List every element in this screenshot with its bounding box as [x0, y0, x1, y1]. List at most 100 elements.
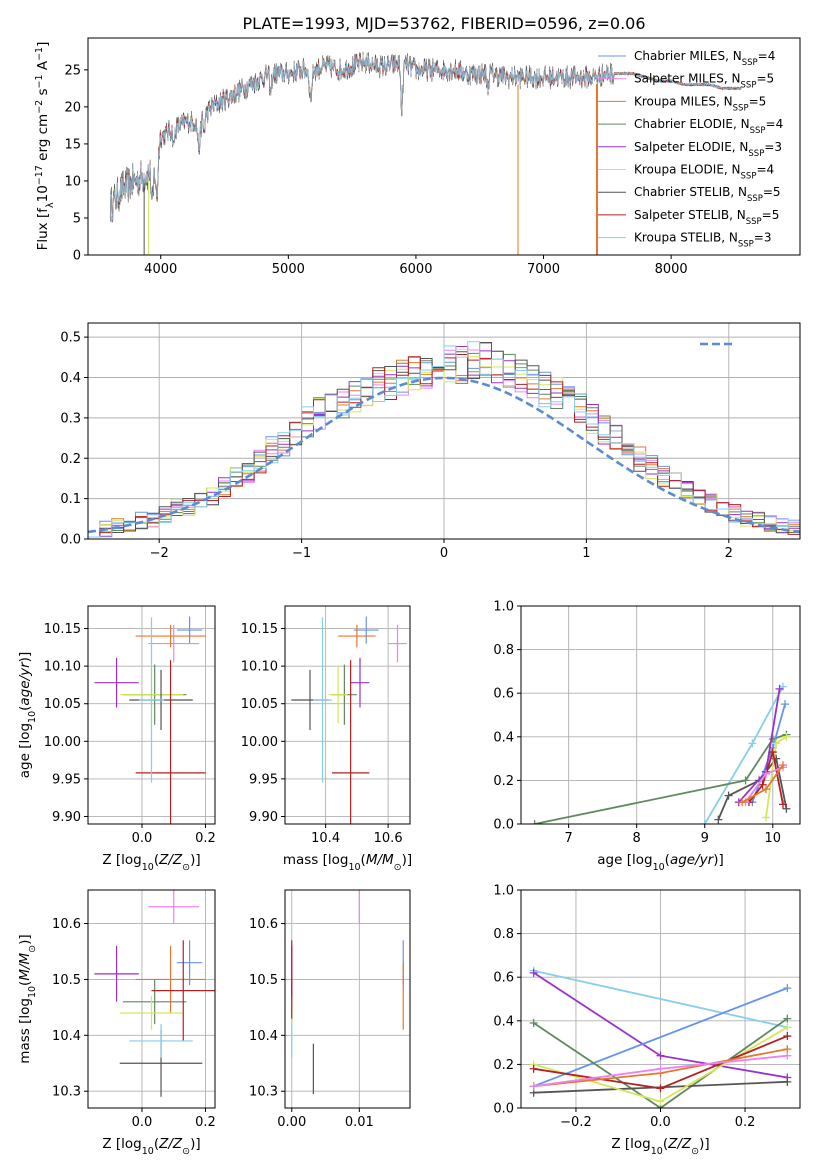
y-tick-label: 1.0 [493, 600, 514, 615]
errorbar-point [119, 996, 184, 1030]
age-vs-metallicity-panel: 0.0 0.2 9.90 9.95 10.00 10.05 10.10 10.15 Z [log… [17, 605, 216, 873]
residuals-ticks: −2 −1 0 1 2 0.0 0.1 0.2 0.3 0.4 0.5 [60, 331, 733, 561]
x-tick-label: 0 [440, 546, 448, 561]
residual-histogram [88, 341, 800, 539]
model-spectrum-line [109, 55, 742, 218]
y-tick-label: 9.90 [52, 810, 81, 825]
mass-weight-marker [778, 761, 787, 770]
mass-weight-marker [761, 813, 770, 822]
y-tick-label: 0.4 [493, 1014, 514, 1029]
mass-weight-marker [724, 791, 733, 800]
y-tick-label: 10.05 [241, 697, 278, 712]
errorbar-point [176, 940, 203, 986]
x-axis-label: Z [log10(Z/Z⊙)] [611, 1136, 709, 1157]
errorbar-point [338, 624, 376, 648]
legend-entry: Salpeter MILES, NSSP=5 [634, 72, 774, 91]
y-tick-label: 20 [64, 100, 81, 115]
mass-weight-marker [758, 780, 767, 789]
legend-entry: Salpeter STELIB, NSSP=5 [634, 208, 779, 227]
errorbar-point [151, 940, 215, 1041]
x-tick-label: 0.0 [132, 1115, 153, 1130]
mass-weight-marker [778, 800, 787, 809]
y-tick-label: 0.2 [60, 452, 81, 467]
x-tick-label: 0.01 [345, 1115, 374, 1130]
mass-weight-marker [781, 700, 790, 709]
figure-title: PLATE=1993, MJD=53762, FIBERID=0596, z=0… [242, 14, 645, 33]
y-tick-label: 0.8 [493, 643, 514, 658]
mass-weight-marker [783, 984, 792, 993]
y-tick-label: 0.0 [60, 533, 81, 548]
mass-weight-marker [656, 1064, 665, 1073]
mass-weight-marker [783, 1023, 792, 1032]
mass-vs-Z-frame [87, 889, 216, 1109]
errorbar-point [94, 945, 139, 1002]
mass-weight-marker [741, 776, 750, 785]
y-tick-label: 10.10 [241, 660, 278, 675]
mass-weight-marker [761, 769, 770, 778]
y-tick-label: 10 [64, 174, 81, 189]
mass-weight-marker [782, 804, 791, 813]
mass-weight-marker [700, 820, 709, 824]
mass-weight-line [533, 987, 788, 1088]
x-tick-label: 8 [633, 831, 641, 846]
legend-entry: Kroupa ELODIE, NSSP=4 [634, 163, 774, 182]
age-vs-mass-frame [284, 605, 411, 825]
x-tick-label: 4000 [144, 262, 177, 277]
errorbar-point [388, 624, 407, 663]
mass-vs-ebv-panel: 0.00 0.01 10.3 10.4 10.5 10.6 [249, 889, 411, 1130]
y-tick-label: 0.1 [60, 492, 81, 507]
y-tick-label: 10.6 [52, 917, 81, 932]
y-tick-label: 10.4 [52, 1029, 81, 1044]
age-vs-Z-ticks: 0.0 0.2 9.90 9.95 10.00 10.05 10.10 10.15 [44, 622, 216, 846]
x-tick-label: 0.0 [132, 831, 153, 846]
errorbar-point [135, 660, 206, 824]
legend-entry: Kroupa MILES, NSSP=5 [634, 94, 766, 113]
y-tick-label: 25 [64, 63, 81, 78]
errorbar-point [176, 616, 203, 644]
mass-weight-line [534, 733, 787, 824]
x-axis-label: Z [log10(Z/Z⊙)] [102, 852, 200, 873]
y-tick-label: 10.4 [249, 1029, 278, 1044]
x-tick-label: 10.4 [311, 831, 340, 846]
errorbar-point [313, 617, 332, 783]
y-tick-label: 10.5 [249, 973, 278, 988]
weight-vs-age-frame [520, 605, 801, 825]
gaussian-reference-curve [88, 376, 800, 534]
errorbar-point [94, 657, 139, 708]
y-tick-label: 0.4 [493, 730, 514, 745]
y-axis-label: Flux [fλ10−17 erg cm−2 s−1 A−1] [34, 42, 56, 251]
weight-vs-age-plot-area [521, 605, 800, 825]
errorbar-point [331, 660, 370, 824]
y-tick-label: 1.0 [493, 884, 514, 899]
x-tick-label: 0.2 [195, 1115, 216, 1130]
mass-vs-EBV-frame [284, 889, 411, 1109]
errorbar-point [148, 890, 200, 924]
mass-weight-marker [775, 684, 784, 693]
errorbar-point [129, 1024, 193, 1058]
y-tick-label: 10.5 [52, 973, 81, 988]
spectrum-ticks: 4000 5000 6000 7000 8000 0 5 10 15 20 25 [64, 63, 687, 277]
mass-weight-marker [782, 732, 791, 741]
y-tick-label: 9.95 [249, 772, 278, 787]
age-vs-mass-panel: 10.4 10.6 9.90 9.95 10.00 10.05 10.10 10.15 mass… [241, 605, 412, 873]
legend-entry: Salpeter ELODIE, NSSP=3 [634, 140, 782, 159]
age-vs-Z-frame [87, 605, 216, 825]
x-tick-label: 8000 [655, 262, 688, 277]
y-tick-label: 10.10 [44, 660, 81, 675]
residuals-panel: −2 −1 0 1 2 0.0 0.1 0.2 0.3 0.4 0.5 [60, 322, 801, 561]
weight-vs-Z-frame [520, 889, 801, 1109]
mass-vs-Z-ticks: 0.0 0.2 10.3 10.4 10.5 10.6 [52, 917, 216, 1130]
residuals-marks [88, 341, 800, 539]
legend-entry: Chabrier ELODIE, NSSP=4 [634, 117, 783, 136]
mass-weight-marker [768, 748, 777, 757]
mass-weight-marker [783, 1014, 792, 1023]
y-tick-label: 10.6 [249, 917, 278, 932]
x-tick-label: 5000 [272, 262, 305, 277]
y-tick-label: 10.15 [241, 622, 278, 637]
x-tick-label: 10 [765, 831, 782, 846]
y-tick-label: 10.05 [44, 697, 81, 712]
y-tick-label: 0.4 [60, 371, 81, 386]
weight-vs-metallicity-panel: −0.2 0.0 0.2 0.0 0.2 0.4 0.6 0.8 1.0 Z [log10(Z/Z… [493, 884, 801, 1157]
mass-weight-marker [530, 820, 539, 824]
spectrum-marks [109, 51, 742, 255]
